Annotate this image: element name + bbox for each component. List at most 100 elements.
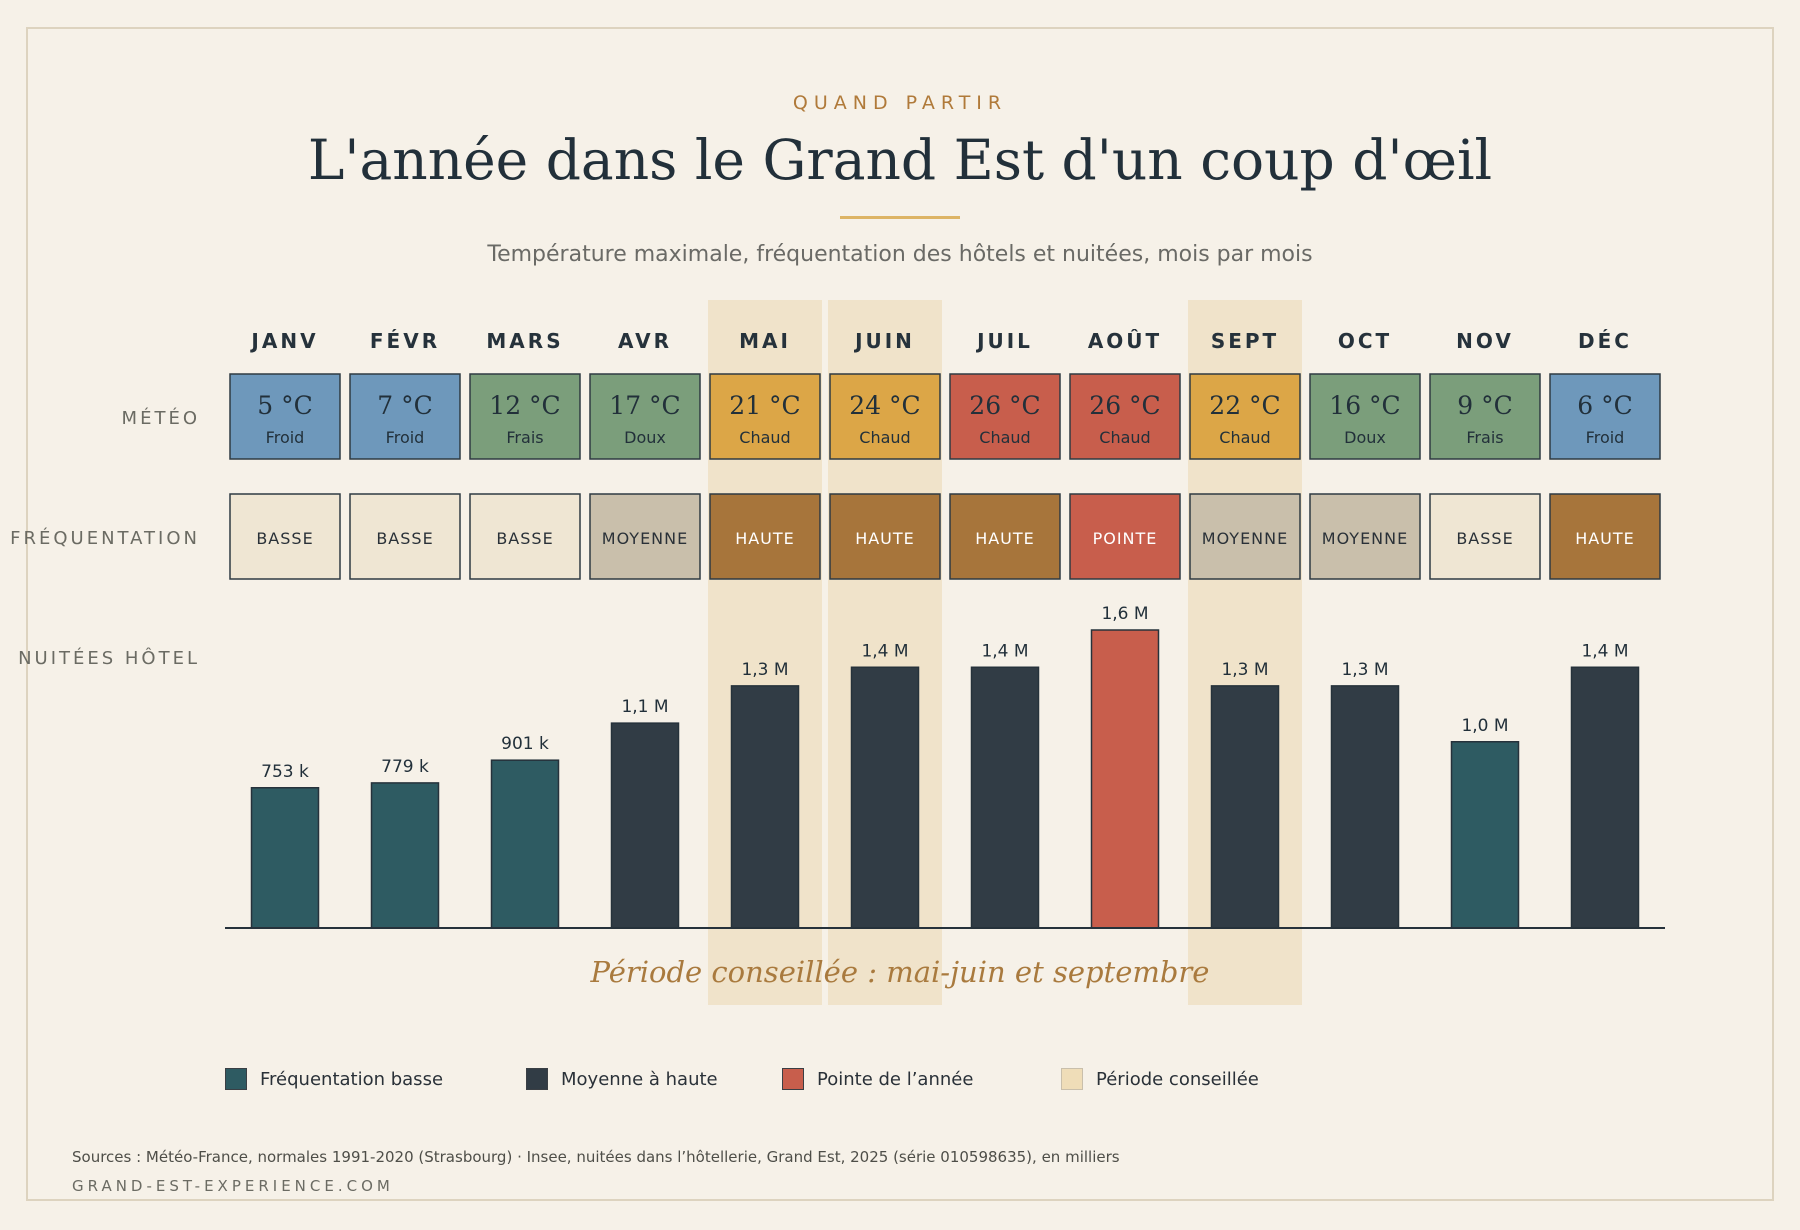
temperature-label: Froid <box>1586 428 1625 447</box>
bar-value-label: 779 k <box>381 757 429 777</box>
temperature-box <box>1309 373 1421 460</box>
temperature-value: 26 °C <box>1089 391 1160 420</box>
month-label: AOÛT <box>1088 329 1162 353</box>
frequentation-box <box>1549 493 1661 580</box>
frequentation-label: HAUTE <box>1575 529 1635 548</box>
temperature-box <box>229 373 341 460</box>
row-label-meteo: MÉTÉO <box>121 408 200 429</box>
legend-item-haute: Moyenne à haute <box>526 1067 718 1091</box>
frequentation-label: HAUTE <box>975 529 1035 548</box>
legend-swatch-conseille <box>1061 1068 1083 1090</box>
temperature-box <box>709 373 821 460</box>
temperature-value: 7 °C <box>377 391 432 420</box>
legend-item-basse: Fréquentation basse <box>225 1067 443 1091</box>
bar-value-label: 1,3 M <box>1341 660 1388 680</box>
frequentation-box <box>1429 493 1541 580</box>
bar <box>1450 741 1520 929</box>
bar <box>490 759 560 929</box>
page-subtitle: Température maximale, fréquentation des … <box>487 242 1313 267</box>
frequentation-label: BASSE <box>496 529 553 548</box>
frequentation-box <box>349 493 461 580</box>
month-label: AVR <box>618 329 672 353</box>
temperature-value: 12 °C <box>489 391 560 420</box>
page-title: L'année dans le Grand Est d'un coup d'œi… <box>307 128 1493 192</box>
frequentation-box <box>469 493 581 580</box>
site-url: GRAND-EST-EXPERIENCE.COM <box>72 1177 394 1195</box>
frequentation-label: HAUTE <box>735 529 795 548</box>
bar-value-label: 1,4 M <box>981 641 1028 661</box>
bar <box>370 782 440 929</box>
bar <box>610 722 680 929</box>
page-frame <box>26 27 1774 1201</box>
bar <box>970 666 1040 929</box>
month-label: MAI <box>739 329 791 353</box>
temperature-label: Chaud <box>979 428 1030 447</box>
eyebrow: QUAND PARTIR <box>792 92 1008 114</box>
temperature-box <box>589 373 701 460</box>
bar <box>1210 685 1280 929</box>
legend-item-conseille: Période conseillée <box>1061 1067 1259 1091</box>
temperature-value: 16 °C <box>1329 391 1400 420</box>
temperature-value: 5 °C <box>257 391 312 420</box>
temperature-value: 22 °C <box>1209 391 1280 420</box>
temperature-label: Doux <box>1344 428 1386 447</box>
bar-value-label: 1,3 M <box>741 660 788 680</box>
month-label: JANV <box>249 329 318 353</box>
temperature-label: Frais <box>1466 428 1503 447</box>
temperature-value: 21 °C <box>729 391 800 420</box>
frequentation-label: BASSE <box>376 529 433 548</box>
chart-svg: JANV 5 °C Froid BASSE 753 k FÉVR 7 °C Froid BASS… <box>225 300 1665 1005</box>
frequentation-box <box>1309 493 1421 580</box>
sources-note: Sources : Météo-France, normales 1991-20… <box>72 1148 1120 1166</box>
temperature-value: 26 °C <box>969 391 1040 420</box>
frequentation-box <box>949 493 1061 580</box>
month-label: OCT <box>1338 329 1392 353</box>
bar-value-label: 753 k <box>261 762 309 782</box>
temperature-label: Chaud <box>1219 428 1270 447</box>
frequentation-box <box>709 493 821 580</box>
bar-value-label: 1,3 M <box>1221 660 1268 680</box>
legend-swatch-haute <box>526 1068 548 1090</box>
temperature-label: Chaud <box>859 428 910 447</box>
frequentation-box <box>829 493 941 580</box>
legend-swatch-pointe <box>782 1068 804 1090</box>
frequentation-label: MOYENNE <box>1202 529 1288 548</box>
temperature-box <box>1189 373 1301 460</box>
legend-label-basse: Fréquentation basse <box>260 1068 444 1090</box>
bar-value-label: 1,4 M <box>1581 641 1628 661</box>
frequentation-box <box>1069 493 1181 580</box>
frequentation-label: BASSE <box>1456 529 1513 548</box>
temperature-value: 24 °C <box>849 391 920 420</box>
legend-item-pointe: Pointe de l’année <box>782 1067 973 1091</box>
bar <box>1570 666 1640 929</box>
temperature-value: 17 °C <box>609 391 680 420</box>
legend-swatch-basse <box>225 1068 247 1090</box>
temperature-value: 6 °C <box>1577 391 1632 420</box>
temperature-label: Frais <box>506 428 543 447</box>
temperature-label: Froid <box>266 428 305 447</box>
temperature-box <box>469 373 581 460</box>
bar <box>1330 685 1400 929</box>
bar <box>1090 629 1160 929</box>
month-label: FÉVR <box>370 329 440 353</box>
bar-value-label: 1,4 M <box>861 641 908 661</box>
temperature-box <box>949 373 1061 460</box>
temperature-label: Chaud <box>1099 428 1150 447</box>
temperature-label: Chaud <box>739 428 790 447</box>
legend-label-haute: Moyenne à haute <box>561 1068 718 1090</box>
row-label-frequentation: FRÉQUENTATION <box>10 528 200 549</box>
bar-value-label: 1,6 M <box>1101 604 1148 624</box>
frequentation-label: MOYENNE <box>1322 529 1408 548</box>
frequentation-label: MOYENNE <box>602 529 688 548</box>
frequentation-box <box>229 493 341 580</box>
legend-label-pointe: Pointe de l’année <box>817 1068 974 1090</box>
recommended-period-caption: Période conseillée : mai-juin et septemb… <box>590 955 1210 989</box>
temperature-value: 9 °C <box>1457 391 1512 420</box>
frequentation-label: BASSE <box>256 529 313 548</box>
bar-value-label: 901 k <box>501 734 549 754</box>
month-label: NOV <box>1456 329 1514 353</box>
temperature-box <box>1429 373 1541 460</box>
bar-value-label: 1,0 M <box>1461 716 1508 736</box>
title-divider <box>840 216 960 219</box>
month-label: SEPT <box>1211 329 1279 353</box>
